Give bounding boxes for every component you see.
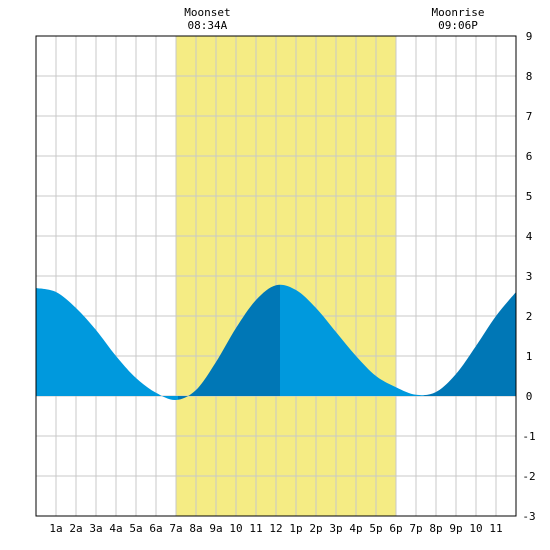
y-tick-label: -1 <box>522 430 535 443</box>
moon-event-label: Moonset <box>184 6 230 19</box>
y-tick-label: -2 <box>522 470 535 483</box>
x-tick-label: 10 <box>469 522 482 535</box>
moon-event-label: Moonrise <box>432 6 485 19</box>
falling-tide-area <box>280 284 424 396</box>
rising-tide-area <box>424 292 516 396</box>
x-tick-label: 8p <box>429 522 442 535</box>
x-tick-label: 11 <box>489 522 502 535</box>
x-tick-label: 5a <box>129 522 142 535</box>
y-tick-label: -3 <box>522 510 535 523</box>
x-tick-label: 8a <box>189 522 202 535</box>
x-tick-label: 6p <box>389 522 402 535</box>
falling-tide-area <box>36 288 178 401</box>
x-tick-label: 9a <box>209 522 222 535</box>
x-tick-label: 10 <box>229 522 242 535</box>
x-tick-label: 7a <box>169 522 182 535</box>
x-tick-label: 5p <box>369 522 382 535</box>
x-tick-label: 4a <box>109 522 122 535</box>
x-tick-label: 7p <box>409 522 422 535</box>
y-tick-label: 1 <box>526 350 533 363</box>
x-tick-label: 4p <box>349 522 362 535</box>
y-tick-label: 2 <box>526 310 533 323</box>
y-tick-label: 5 <box>526 190 533 203</box>
rising-tide-area <box>178 284 280 400</box>
y-tick-label: 0 <box>526 390 533 403</box>
y-tick-label: 4 <box>526 230 533 243</box>
y-tick-label: 3 <box>526 270 533 283</box>
moon-event-time: 09:06P <box>438 19 478 32</box>
x-tick-label: 1a <box>49 522 62 535</box>
x-tick-label: 9p <box>449 522 462 535</box>
x-tick-label: 1p <box>289 522 302 535</box>
x-tick-label: 3p <box>329 522 342 535</box>
x-tick-label: 11 <box>249 522 262 535</box>
x-tick-label: 6a <box>149 522 162 535</box>
y-tick-label: 7 <box>526 110 533 123</box>
x-tick-label: 12 <box>269 522 282 535</box>
x-tick-label: 2p <box>309 522 322 535</box>
plot-frame <box>35 35 517 517</box>
x-tick-label: 2a <box>69 522 82 535</box>
x-tick-label: 3a <box>89 522 102 535</box>
moon-event-time: 08:34A <box>188 19 228 32</box>
y-tick-label: 9 <box>526 30 533 43</box>
y-tick-label: 6 <box>526 150 533 163</box>
y-tick-label: 8 <box>526 70 533 83</box>
